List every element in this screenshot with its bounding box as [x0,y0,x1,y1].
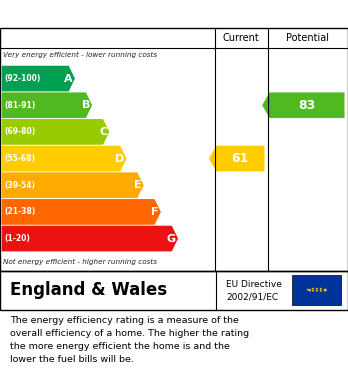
Polygon shape [2,172,144,198]
Polygon shape [262,92,345,118]
Text: (1-20): (1-20) [4,234,30,243]
Bar [292,275,341,305]
Text: G: G [167,233,176,244]
Polygon shape [2,226,178,251]
Text: England & Wales: England & Wales [10,281,168,299]
Polygon shape [209,146,264,171]
Text: Energy Efficiency Rating: Energy Efficiency Rating [69,7,279,22]
Text: (69-80): (69-80) [4,127,35,136]
Text: ★: ★ [315,289,318,293]
Text: ★: ★ [315,287,318,291]
Text: ★: ★ [322,288,326,292]
Text: (21-38): (21-38) [4,207,35,216]
Text: E: E [134,180,142,190]
Polygon shape [2,66,75,91]
Text: ★: ★ [307,288,311,292]
Text: Very energy efficient - lower running costs: Very energy efficient - lower running co… [3,52,158,59]
Text: ★: ★ [310,289,314,293]
Text: (55-68): (55-68) [4,154,35,163]
Text: (39-54): (39-54) [4,181,35,190]
Text: The energy efficiency rating is a measure of the
overall efficiency of a home. T: The energy efficiency rating is a measur… [10,316,250,364]
Text: ★: ★ [324,288,327,292]
Text: ★: ★ [319,287,323,291]
Text: (81-91): (81-91) [4,101,35,110]
Text: B: B [82,100,90,110]
Text: Not energy efficient - higher running costs: Not energy efficient - higher running co… [3,258,158,265]
Polygon shape [2,92,92,118]
Text: 2002/91/EC: 2002/91/EC [226,292,278,302]
Text: ★: ★ [319,289,323,293]
Text: 61: 61 [231,152,249,165]
Text: Current: Current [223,33,260,43]
Text: F: F [151,207,159,217]
Text: ★: ★ [306,288,310,292]
Polygon shape [2,119,109,145]
Polygon shape [2,199,161,225]
Text: (92-100): (92-100) [4,74,41,83]
Text: Potential: Potential [286,33,330,43]
Text: C: C [99,127,107,137]
Text: D: D [115,154,125,163]
Text: ★: ★ [310,287,314,291]
Text: ★: ★ [307,289,311,292]
Text: A: A [64,74,73,84]
Text: EU Directive: EU Directive [226,280,282,289]
Polygon shape [2,146,127,171]
Text: ★: ★ [322,289,326,292]
Text: 83: 83 [298,99,315,112]
